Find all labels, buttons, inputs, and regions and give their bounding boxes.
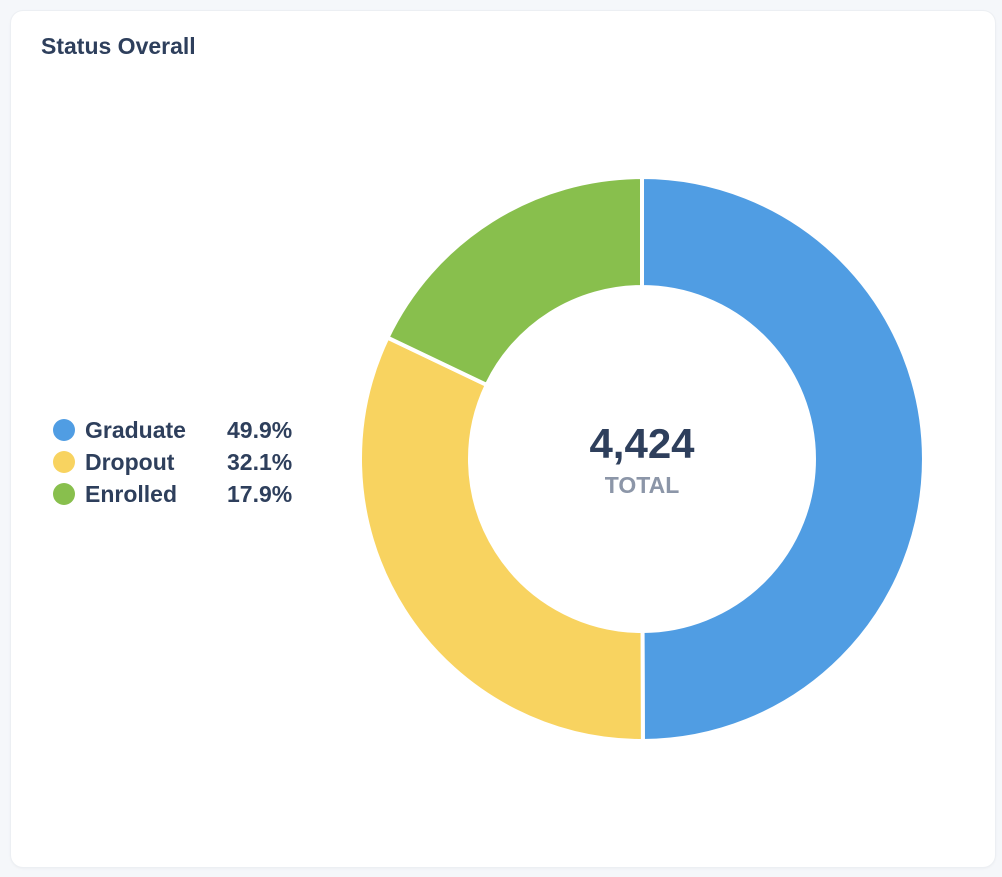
center-total-caption: TOTAL bbox=[605, 472, 680, 498]
center-total-value: 4,424 bbox=[589, 420, 695, 467]
legend-item-dropout[interactable]: Dropout 32.1% bbox=[53, 446, 292, 478]
card-title: Status Overall bbox=[41, 33, 196, 59]
donut-slice-enrolled[interactable] bbox=[385, 175, 644, 387]
donut-chart: 4,424 TOTAL bbox=[358, 175, 927, 744]
legend-label-dropout: Dropout bbox=[85, 448, 175, 475]
donut-slice-dropout[interactable] bbox=[358, 335, 645, 744]
chart-legend: Graduate 49.9% Dropout 32.1% Enrolled 17… bbox=[53, 414, 292, 510]
legend-value-graduate: 49.9% bbox=[227, 416, 293, 443]
legend-item-enrolled[interactable]: Enrolled 17.9% bbox=[53, 478, 292, 510]
legend-label-graduate: Graduate bbox=[85, 416, 186, 443]
legend-value-enrolled: 17.9% bbox=[227, 480, 293, 507]
legend-swatch-graduate bbox=[53, 419, 75, 441]
legend-label-enrolled: Enrolled bbox=[85, 480, 178, 507]
legend-value-dropout: 32.1% bbox=[227, 448, 293, 475]
legend-swatch-enrolled bbox=[53, 483, 75, 505]
legend-swatch-dropout bbox=[53, 451, 75, 473]
donut-slice-graduate[interactable] bbox=[640, 175, 927, 743]
status-overall-card: Status Overall Graduate 49.9% Dropout 32… bbox=[11, 11, 995, 867]
donut-slices bbox=[358, 175, 927, 744]
legend-item-graduate[interactable]: Graduate 49.9% bbox=[53, 414, 292, 446]
